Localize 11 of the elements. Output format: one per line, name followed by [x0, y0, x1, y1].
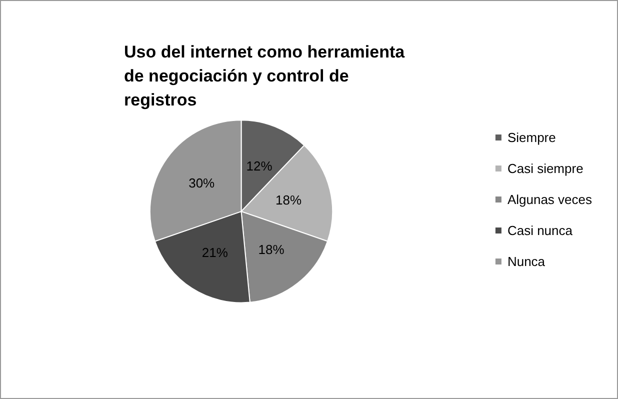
- legend-label: Casi siempre: [507, 161, 584, 176]
- data-label: 30%: [188, 176, 216, 191]
- chart-title: Uso del internet como herramienta de negociación y control de registros: [124, 42, 410, 110]
- data-label: 12%: [246, 158, 273, 174]
- data-label: 21%: [202, 244, 228, 260]
- legend-label: Casi nunca: [507, 223, 574, 238]
- data-label: 18%: [258, 242, 285, 258]
- legend-label: Siempre: [507, 130, 556, 145]
- legend-label: Nunca: [507, 254, 546, 269]
- data-label: 18%: [276, 192, 302, 208]
- legend-label: Algunas veces: [507, 192, 592, 207]
